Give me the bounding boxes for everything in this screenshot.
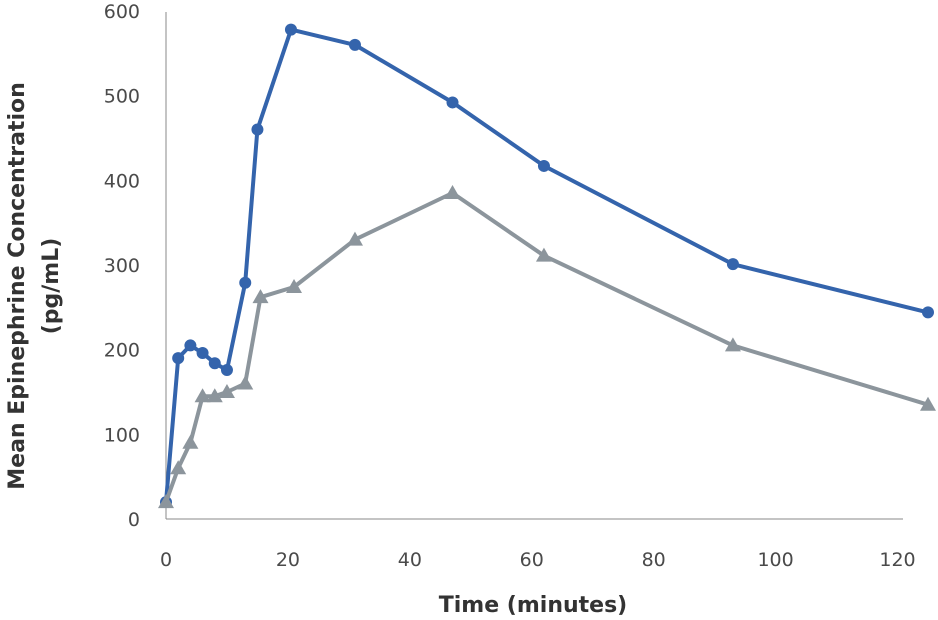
data-point (206, 388, 223, 403)
data-point (208, 357, 221, 370)
data-point (237, 375, 254, 390)
y-axis-title: Mean Epinephrine Concentration (pg/mL) (5, 82, 64, 490)
x-tick-labels: 0 20 40 60 80 100 120 (160, 549, 916, 571)
data-point (535, 247, 552, 262)
y-tick-label: 600 (104, 1, 140, 23)
y-axis-title-line2: (pg/mL) (39, 238, 64, 335)
data-point (724, 337, 741, 352)
x-axis-title: Time (minutes) (439, 593, 627, 618)
data-point (348, 38, 361, 51)
y-tick-label: 500 (104, 86, 140, 108)
x-tick-label: 40 (398, 549, 422, 571)
data-point (172, 352, 185, 365)
series-line (164, 27, 930, 505)
series-line (164, 191, 930, 505)
data-point (239, 276, 252, 289)
y-axis-title-line1: Mean Epinephrine Concentration (5, 82, 30, 490)
data-point (446, 96, 459, 109)
x-tick-label: 80 (642, 549, 666, 571)
x-tick-label: 120 (879, 549, 915, 571)
data-point (286, 279, 303, 294)
x-tick-label: 0 (160, 549, 172, 571)
x-tick-label: 100 (757, 549, 793, 571)
series-2 (158, 185, 936, 509)
data-point (218, 384, 235, 398)
data-point (184, 339, 197, 352)
data-point (158, 494, 174, 509)
axes (165, 12, 903, 520)
y-tick-label: 100 (104, 424, 140, 446)
y-tick-label: 200 (104, 340, 140, 362)
data-point (284, 23, 297, 36)
data-point (444, 185, 461, 200)
data-point (170, 460, 187, 475)
data-point (726, 258, 739, 271)
data-point (252, 289, 269, 304)
data-point (194, 388, 211, 403)
data-point (346, 231, 363, 246)
y-tick-label: 400 (104, 170, 140, 192)
y-tick-label: 300 (104, 255, 140, 277)
data-point (537, 159, 550, 172)
series-1 (160, 23, 934, 509)
data-point (182, 434, 199, 449)
data-point (220, 363, 233, 376)
data-point (922, 306, 934, 319)
data-point (196, 347, 209, 360)
x-tick-label: 20 (276, 549, 300, 571)
y-tick-labels: 0 100 200 300 400 500 600 (104, 1, 140, 531)
x-tick-label: 60 (520, 549, 544, 571)
y-tick-label: 0 (128, 509, 140, 531)
data-point (251, 123, 264, 136)
series-layer (158, 23, 936, 509)
data-point (920, 396, 936, 411)
